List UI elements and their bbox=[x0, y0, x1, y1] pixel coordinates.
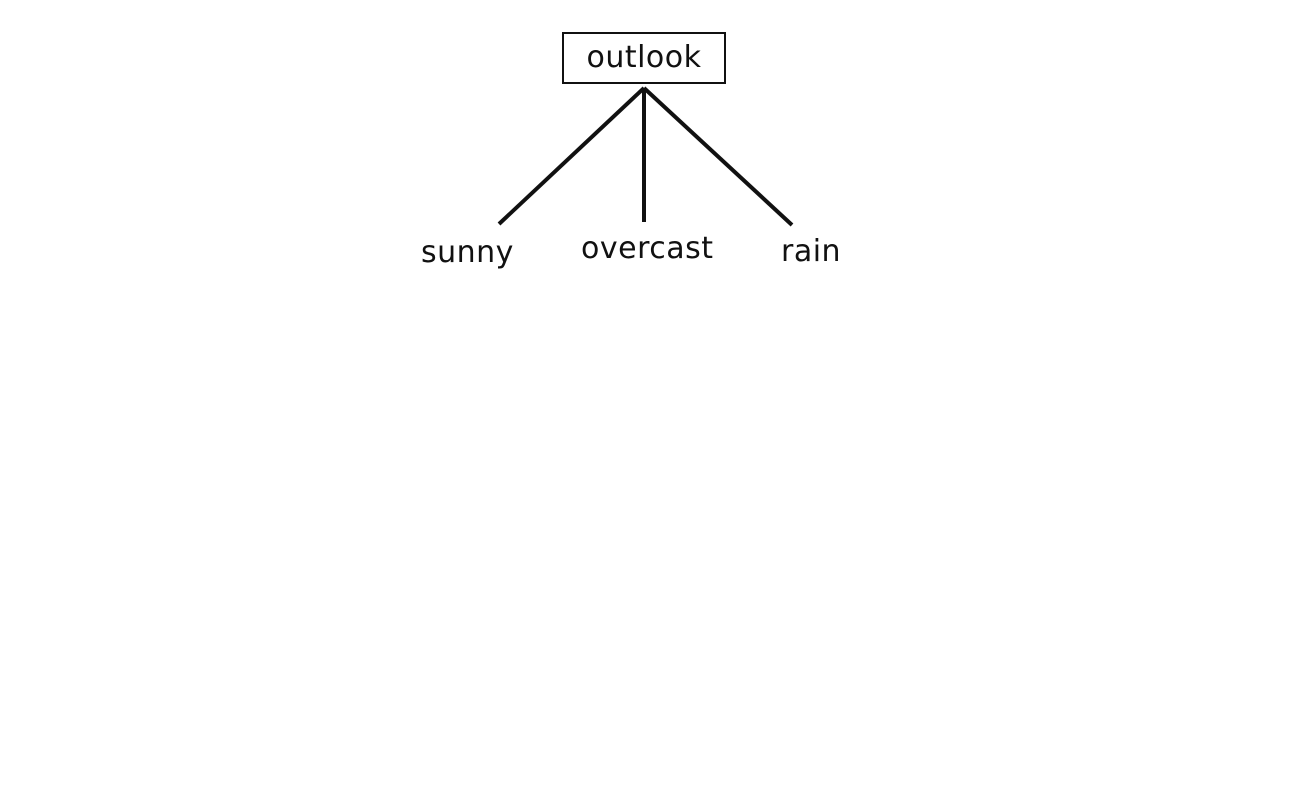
root-node-label: outlook bbox=[586, 40, 702, 75]
edge-rain bbox=[642, 86, 794, 227]
leaf-sunny: sunny bbox=[421, 235, 514, 270]
leaf-overcast: overcast bbox=[581, 231, 714, 266]
edge-sunny bbox=[497, 86, 646, 226]
leaf-rain: rain bbox=[781, 234, 842, 269]
root-node-outlook: outlook bbox=[562, 32, 726, 84]
